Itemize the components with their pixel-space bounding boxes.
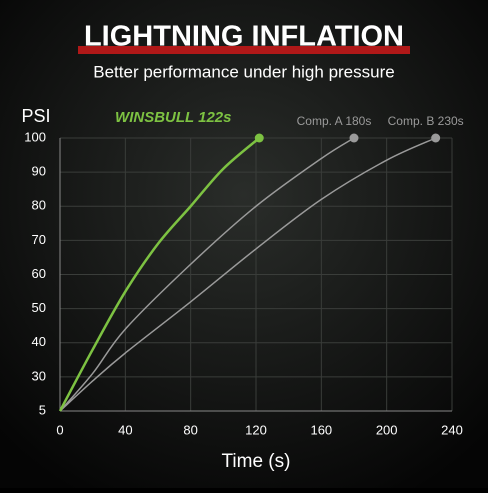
end-marker — [254, 133, 264, 143]
x-tick-label: 120 — [245, 422, 267, 437]
y-tick-label: 40 — [32, 334, 46, 349]
series-label: Comp. A 180s — [297, 114, 372, 128]
end-marker — [349, 133, 359, 143]
x-tick-label: 200 — [376, 422, 398, 437]
y-axis-label: PSI — [21, 106, 50, 126]
y-tick-label: 30 — [32, 368, 46, 383]
title-underline — [78, 46, 410, 54]
end-marker — [431, 133, 441, 143]
series-line — [58, 137, 261, 412]
x-tick-label: 0 — [56, 422, 63, 437]
series-label: WINSBULL 122s — [115, 109, 231, 126]
x-tick-label: 40 — [118, 422, 132, 437]
chart-title: LIGHTNING INFLATION — [84, 21, 404, 53]
y-tick-label: 80 — [32, 198, 46, 213]
x-axis-label: Time (s) — [222, 451, 291, 472]
y-tick-label: 70 — [32, 232, 46, 247]
chart-subtitle: Better performance under high pressure — [93, 62, 394, 81]
series-label: Comp. B 230s — [388, 114, 464, 128]
y-tick-label: 90 — [32, 164, 46, 179]
x-tick-label: 240 — [441, 422, 463, 437]
x-tick-label: 160 — [310, 422, 332, 437]
x-tick-label: 80 — [183, 422, 197, 437]
y-tick-label: 100 — [24, 129, 46, 144]
y-tick-label: 5 — [39, 402, 46, 417]
series-line — [59, 137, 355, 412]
y-tick-label: 60 — [32, 266, 46, 281]
y-tick-label: 50 — [32, 300, 46, 315]
series-line — [59, 137, 436, 412]
